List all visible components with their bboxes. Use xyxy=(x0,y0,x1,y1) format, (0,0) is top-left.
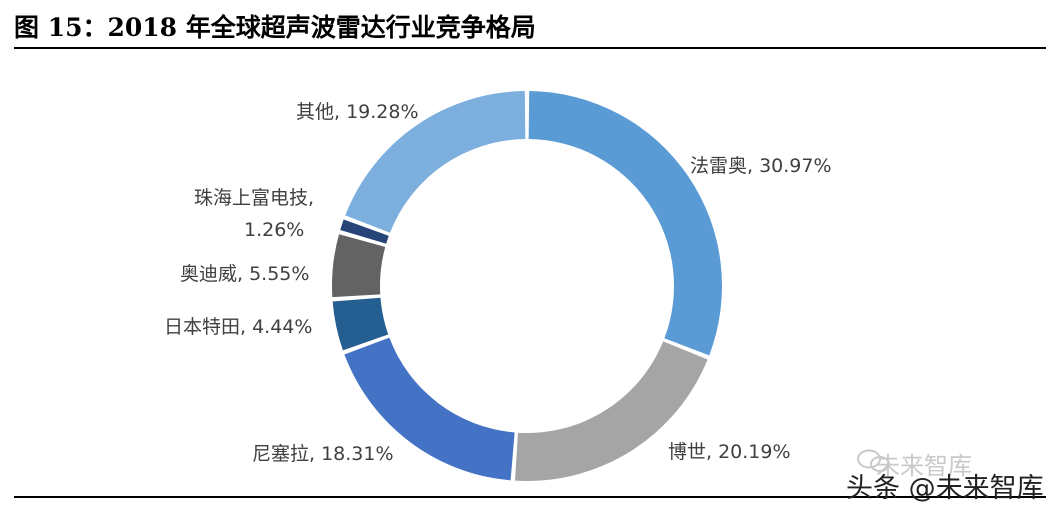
donut-slice xyxy=(332,234,386,298)
watermark-main: 头条 @未来智库 xyxy=(846,473,1044,504)
donut-slice xyxy=(345,91,526,233)
donut-slice xyxy=(340,219,389,244)
slice-data-label: 奥迪威, 5.55% xyxy=(180,263,309,285)
slice-data-label: 法雷奥, 30.97% xyxy=(690,155,832,177)
slice-data-label: 博世, 20.19% xyxy=(668,441,791,463)
bottom-rule xyxy=(14,496,1046,498)
donut-slice xyxy=(332,297,389,351)
donut-slice xyxy=(528,91,723,356)
watermark-subtitle: 未来智库 xyxy=(876,452,972,480)
slice-data-label: 尼塞拉, 18.31% xyxy=(252,443,394,465)
slice-data-label: 日本特田, 4.44% xyxy=(164,316,312,338)
chart-title: 图 15：2018 年全球超声波雷达行业竞争格局 xyxy=(14,13,536,42)
donut-slice xyxy=(344,337,515,481)
slice-data-label: 其他, 19.28% xyxy=(296,101,419,123)
donut-slice xyxy=(515,341,708,481)
slice-data-label: 珠海上富电技, xyxy=(194,187,314,209)
slice-data-label: 1.26% xyxy=(244,219,304,241)
title-rule xyxy=(14,47,1046,49)
wechat-icon xyxy=(857,449,890,472)
